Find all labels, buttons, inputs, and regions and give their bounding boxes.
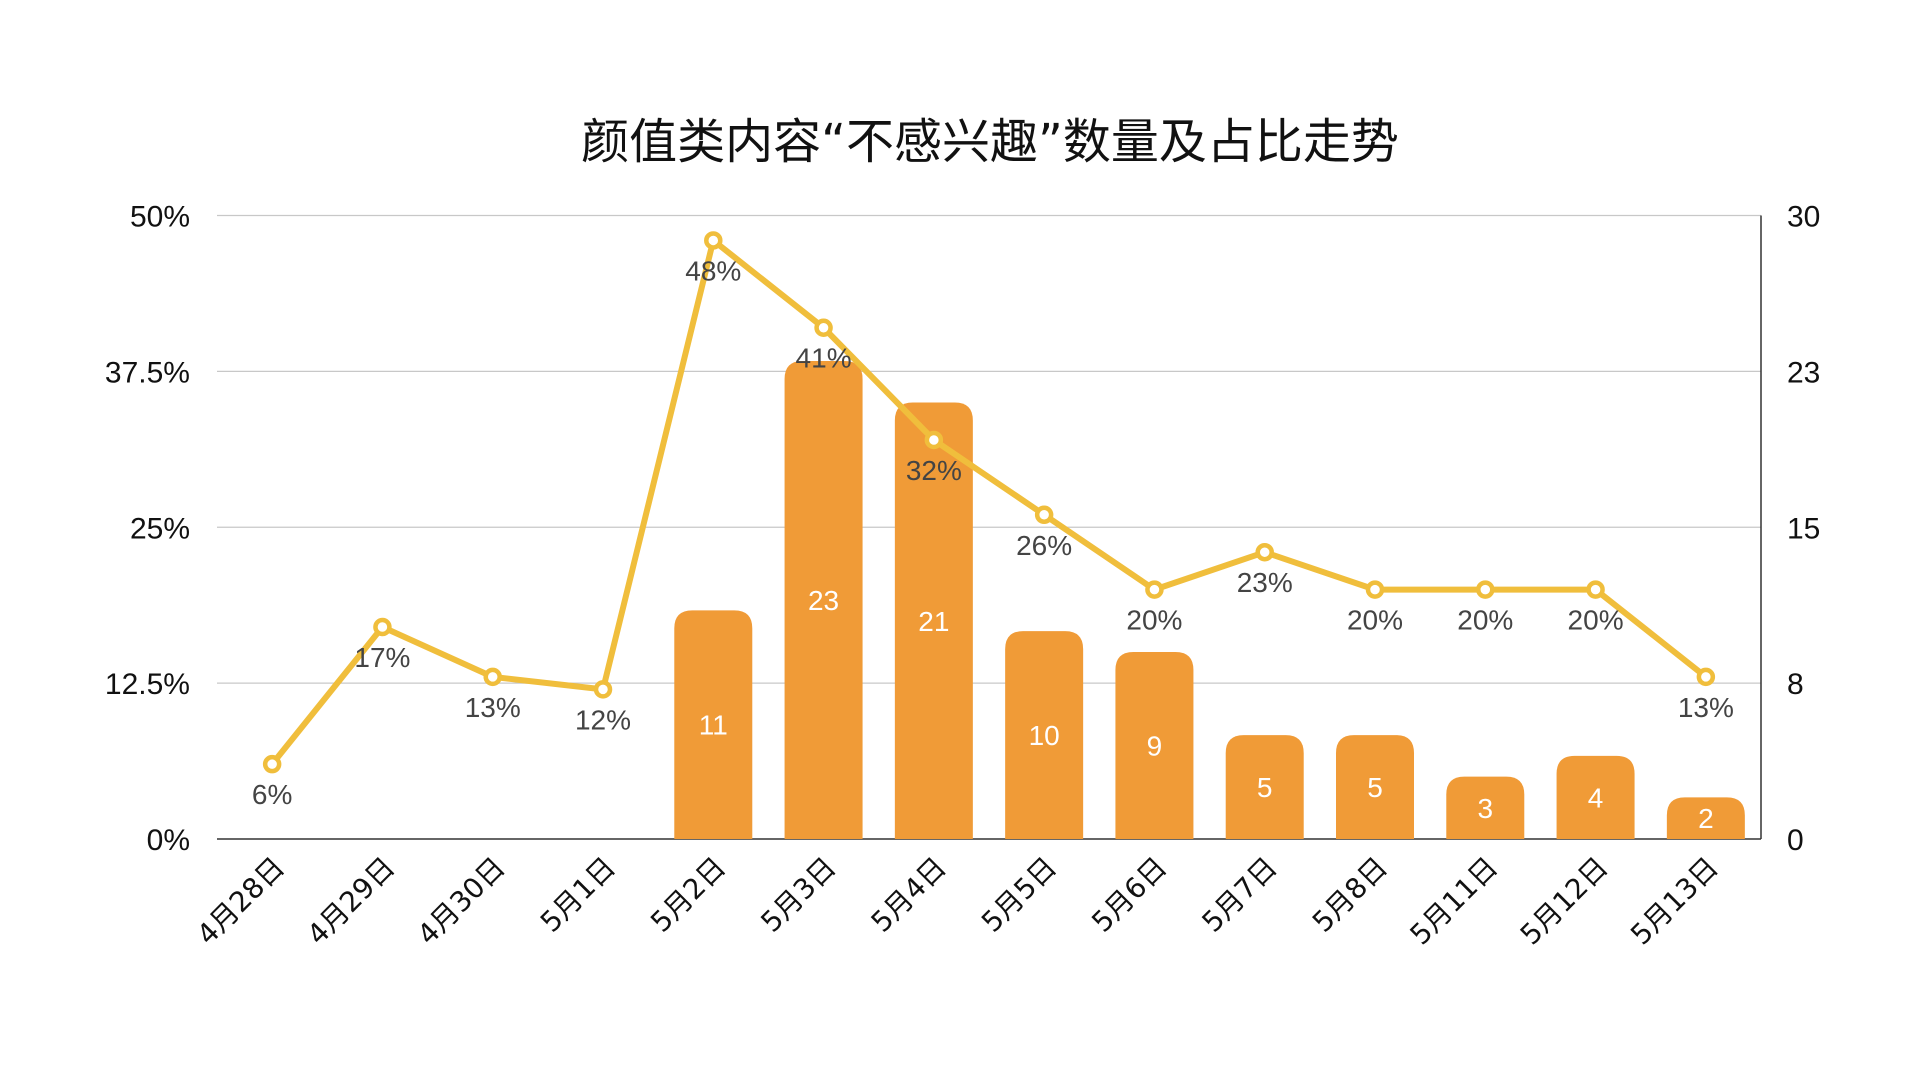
line-point [814,318,833,337]
x-tick-label: 5月13日 [1624,851,1725,952]
percent-label: 13% [1678,692,1734,723]
percent-label: 13% [465,692,521,723]
bar-value-label: 2 [1698,803,1714,834]
x-tick-label: 5月6日 [1085,851,1173,939]
line-point [483,667,502,687]
bar-value-label: 4 [1588,782,1604,813]
x-tick-label: 4月30日 [411,851,512,952]
x-tick-label: 5月8日 [1306,851,1394,939]
bar-value-label: 9 [1147,730,1163,761]
bar [784,360,863,839]
bar [674,610,753,839]
left-tick-label: 50% [130,201,190,234]
percent-label: 26% [1016,530,1072,561]
line-point [924,430,944,450]
percent-label: 41% [796,343,852,374]
line-point [1476,580,1495,599]
percent-label: 20% [1347,605,1403,636]
bar [1556,755,1635,839]
line-point [1145,580,1164,599]
left-tick-label: 25% [130,512,190,545]
bar [1005,631,1084,839]
bar [1225,735,1304,839]
line-point [704,231,723,250]
bar-value-label: 11 [699,710,728,741]
left-tick-label: 0% [147,824,190,857]
right-tick-label: 23 [1787,356,1820,389]
bar [1446,776,1525,839]
percent-label: 20% [1457,605,1513,636]
x-tick-label: 5月7日 [1196,851,1284,939]
x-tick-label: 5月4日 [865,851,953,939]
right-tick-label: 15 [1787,512,1820,545]
right-tick-label: 30 [1787,201,1820,234]
percent-label: 23% [1237,567,1293,598]
bar [1666,797,1745,839]
line-point [373,617,392,637]
x-tick-label: 5月3日 [754,851,842,939]
line-point [593,680,613,699]
percent-label: 17% [354,642,410,673]
percent-label: 12% [575,704,631,735]
x-tick-label: 4月29日 [301,851,402,952]
bar-value-label: 5 [1257,772,1273,803]
line-point [262,754,282,774]
chart-title: 颜值类内容“不感兴趣”数量及占比走势 [581,114,1399,170]
bar-value-label: 5 [1367,772,1383,803]
right-tick-label: 0 [1787,824,1804,857]
percent-label: 48% [685,255,741,286]
bar [1336,735,1414,839]
left-tick-label: 12.5% [105,668,190,701]
bar [1115,651,1194,839]
percent-label: 20% [1126,605,1182,636]
bar [894,402,973,839]
right-tick-label: 8 [1787,668,1804,701]
x-tick-label: 5月11日 [1404,851,1505,952]
bar-value-label: 23 [808,585,839,616]
line-point [1696,667,1716,687]
x-tick-label: 5月1日 [534,851,622,939]
x-tick-label: 5月12日 [1514,851,1615,952]
left-tick-label: 37.5% [105,356,190,389]
x-tick-label: 5月2日 [644,851,732,939]
line-series [269,237,1708,767]
percent-label: 32% [906,455,962,486]
line-point [1255,542,1274,562]
percent-label: 6% [252,779,292,810]
line-point [1034,505,1054,525]
line-point [1365,580,1385,599]
percent-label: 20% [1568,605,1624,636]
bar-value-label: 21 [918,606,949,637]
x-tick-label: 5月5日 [975,851,1063,939]
line-point [1586,580,1605,599]
bar-value-label: 3 [1477,793,1493,824]
bar-value-label: 10 [1029,720,1060,751]
x-tick-label: 4月28日 [190,851,291,952]
